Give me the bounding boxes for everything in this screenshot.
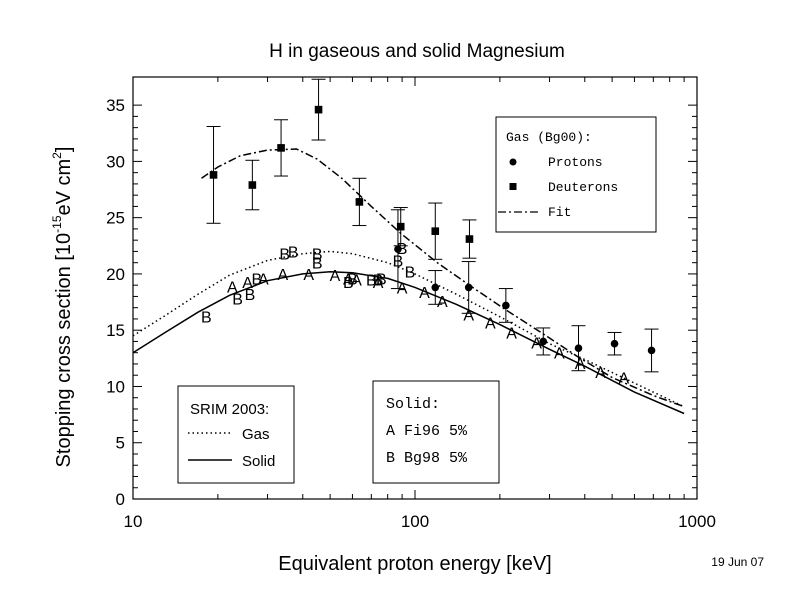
legend-deuterons-label: Deuterons [548, 180, 618, 195]
legend-srim-box [177, 385, 295, 484]
proton-point [647, 346, 656, 355]
marker-a: A [351, 273, 362, 290]
y-axis-label: Stopping cross section [10-15eV cm2] [50, 147, 75, 468]
x-tick-label: 10 [124, 512, 143, 531]
y-tick-label: 35 [106, 96, 125, 115]
legend-gas: Gas (Bg00): Protons Deuterons Fit [495, 116, 657, 233]
marker-b: B [376, 271, 387, 288]
legend-srim-gas-label: Gas [242, 426, 270, 443]
deuteron-point [465, 235, 474, 243]
legend-solid-b-label: B Bg98 5% [386, 450, 468, 467]
legend-solid-a-label: A Fi96 5% [386, 423, 468, 440]
proton-point [464, 283, 473, 292]
y-tick-label: 15 [106, 321, 125, 340]
marker-b: B [373, 273, 384, 290]
legend-protons-label: Protons [548, 155, 603, 170]
marker-b: B [405, 265, 416, 282]
marker-a: A [506, 325, 517, 342]
y-tick-label: 10 [106, 377, 125, 396]
legend-solid-title: Solid: [386, 396, 440, 413]
marker-a: A [618, 370, 629, 387]
x-tick-label: 100 [401, 512, 429, 531]
marker-a: A [437, 294, 448, 311]
marker-a: A [330, 268, 341, 285]
marker-b: B [201, 310, 212, 327]
marker-a: A [343, 271, 354, 288]
marker-a: A [575, 356, 586, 373]
date-stamp: 19 Jun 07 [711, 555, 764, 569]
legend-srim-title: SRIM 2003: [190, 401, 269, 418]
y-tick-label: 30 [106, 152, 125, 171]
proton-point [394, 245, 402, 253]
marker-b: B [232, 292, 243, 309]
legend-protons-marker [509, 158, 517, 166]
marker-a: A [554, 346, 565, 363]
legend-deuterons-marker [509, 183, 517, 190]
x-axis-label: Equivalent proton energy [keV] [278, 553, 552, 575]
marker-a: A [485, 315, 496, 332]
legend-srim: SRIM 2003: Gas Solid [177, 385, 295, 484]
fit-curve [201, 148, 685, 408]
marker-b: B [343, 275, 354, 292]
marker-a: A [278, 267, 289, 284]
deuteron-point [431, 227, 440, 235]
legend-fit-label: Fit [548, 205, 571, 220]
marker-a: A [258, 271, 269, 288]
marker-a: A [373, 275, 384, 292]
legend-solid-box [372, 380, 500, 484]
marker-b: B [288, 244, 299, 261]
marker-b: B [312, 256, 323, 273]
legend-solid: Solid: A Fi96 5% B Bg98 5% [372, 380, 500, 484]
deuteron-point [248, 181, 257, 189]
chart-title: H in gaseous and solid Magnesium [269, 41, 565, 62]
marker-b: B [252, 271, 263, 288]
marker-b: B [245, 287, 256, 304]
legend-srim-solid-label: Solid [242, 453, 275, 470]
marker-a: A [227, 279, 238, 296]
proton-point [539, 337, 548, 346]
marker-a: A [303, 267, 314, 284]
proton-point [502, 301, 510, 310]
y-tick-label: 25 [106, 209, 125, 228]
marker-a: A [419, 285, 430, 302]
proton-point [610, 339, 619, 348]
marker-a: A [463, 307, 474, 324]
marker-b: B [347, 271, 358, 288]
x-tick-label: 1000 [678, 512, 716, 531]
marker-a: A [242, 275, 253, 292]
y-tick-label: 5 [116, 434, 125, 453]
marker-b: B [366, 273, 377, 290]
deuteron-point [314, 105, 323, 114]
deuteron-point [355, 198, 364, 206]
y-tick-label: 0 [116, 490, 125, 509]
deuteron-point [277, 144, 285, 152]
marker-b: B [279, 247, 290, 264]
deuteron-point [396, 222, 405, 231]
gas-srim-curve [132, 250, 685, 408]
marker-a: A [531, 336, 542, 353]
marker-b: B [312, 247, 323, 264]
solid-srim-curve [132, 270, 685, 415]
marker-b: B [397, 241, 408, 258]
deuteron-point [209, 171, 218, 179]
marker-a: A [595, 365, 606, 382]
proton-point [574, 344, 583, 353]
legend-gas-box [495, 116, 657, 233]
proton-point [431, 283, 440, 292]
y-tick-label: 20 [106, 265, 125, 284]
legend-gas-title: Gas (Bg00): [506, 130, 592, 145]
